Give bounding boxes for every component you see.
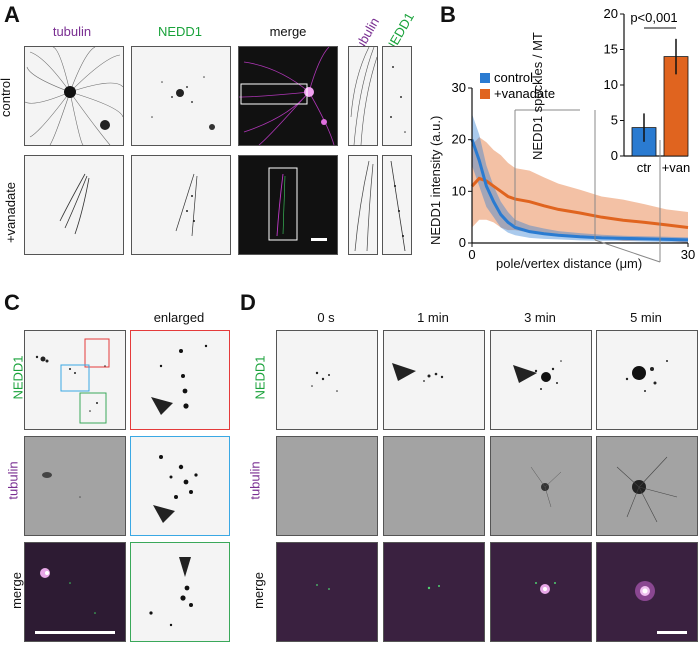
chart-b-inset-ylabel: NEDD1 speckles / MT	[530, 32, 545, 160]
c-row-label-tubulin: tubulin	[5, 461, 21, 500]
chart-b-ylabel: NEDD1 intensity (a.u.)	[428, 115, 443, 245]
image-c-enlarged-blue	[130, 436, 230, 536]
image-d-nedd1-3min	[490, 330, 592, 430]
image-d-nedd1-0s	[276, 330, 378, 430]
image-d-nedd1-5min	[596, 330, 698, 430]
image-a-nedd1-vanadate	[131, 155, 231, 255]
chart-b-main: 0 10 20 30 0 30 control+vanadate	[452, 70, 696, 262]
inset-ytick-label: 20	[604, 6, 618, 21]
image-d-merge-5min	[596, 542, 698, 642]
col-title-merge: merge	[269, 24, 307, 39]
panel-c-header: enlarged	[153, 310, 205, 325]
d-time-1: 1 min	[417, 310, 449, 325]
col-title-nedd1: NEDD1	[157, 24, 203, 39]
image-a-merge-vanadate	[238, 155, 338, 255]
line-control	[470, 139, 689, 242]
legend-label-vanadate: +vanadate	[494, 86, 555, 101]
line-vanadate	[470, 176, 689, 229]
d-row-label-tubulin: tubulin	[247, 461, 263, 500]
row-label-control: control	[0, 77, 14, 118]
chart-b-ytick-label: 20	[452, 132, 466, 147]
image-a-enlarged-nedd1-vanadate	[382, 155, 412, 255]
inset-pvalue: p<0,001	[630, 10, 677, 25]
image-d-merge-1min	[383, 542, 485, 642]
image-a-enlarged-tubulin-vanadate	[348, 155, 378, 255]
d-row-label-merge: merge	[250, 572, 266, 609]
chart-b-inset: 0 5 10 15 20 ctr +van p<0,001	[592, 2, 690, 175]
d-time-0: 0 s	[317, 310, 335, 325]
chart-b-xtick-label: 0	[468, 247, 475, 262]
chart-b-xtick-label: 30	[681, 247, 695, 262]
c-row-label-merge: merge	[8, 572, 24, 609]
image-a-tubulin-vanadate	[24, 155, 124, 255]
image-a-enlarged-tubulin-control	[348, 46, 378, 146]
chart-b: 0 10 20 30 0 30 control+vanadate 0 5 10 15 20 ctr +v…	[452, 2, 696, 263]
legend-swatch-vanadate	[480, 89, 490, 99]
d-time-3: 3 min	[524, 310, 556, 325]
panel-label-b: B	[440, 2, 456, 27]
row-label-vanadate: +vanadate	[3, 181, 19, 244]
image-d-tubulin-0s	[276, 436, 378, 536]
image-c-enlarged-red	[130, 330, 230, 430]
image-a-enlarged-nedd1-control	[382, 46, 412, 146]
chart-b-callout-lines	[514, 109, 661, 263]
image-c-merge	[24, 542, 126, 642]
chart-b-xlabel: pole/vertex distance (μm)	[496, 256, 643, 271]
chart-b-ytick-label: 0	[459, 235, 466, 250]
image-d-tubulin-5min	[596, 436, 698, 536]
inset-ytick-label: 15	[604, 42, 618, 57]
chart-b-ytick-label: 30	[452, 80, 466, 95]
chart-b-ytick-label: 10	[452, 183, 466, 198]
image-d-tubulin-3min	[490, 436, 592, 536]
image-a-merge-control	[238, 46, 338, 146]
d-time-5: 5 min	[630, 310, 662, 325]
legend-swatch-control	[480, 73, 490, 83]
inset-ytick-label: 10	[604, 77, 618, 92]
image-a-nedd1-control	[131, 46, 231, 146]
callout-line	[594, 239, 661, 263]
inset-xtick-label: ctr	[637, 160, 652, 175]
image-d-merge-3min	[490, 542, 592, 642]
image-c-tubulin	[24, 436, 126, 536]
panel-label-a: A	[4, 2, 20, 27]
panel-label-c: C	[4, 290, 20, 315]
inset-xtick-label: +van	[662, 160, 691, 175]
image-a-tubulin-control	[24, 46, 124, 146]
panel-label-d: D	[240, 290, 256, 315]
image-c-enlarged-green	[130, 542, 230, 642]
image-d-merge-0s	[276, 542, 378, 642]
inset-ytick-label: 0	[611, 148, 618, 163]
band-vanadate	[472, 137, 688, 243]
d-row-label-nedd1: NEDD1	[252, 355, 268, 400]
image-d-tubulin-1min	[383, 436, 485, 536]
image-d-nedd1-1min	[383, 330, 485, 430]
legend-label-control: control	[494, 70, 533, 85]
inset-ytick-label: 5	[611, 113, 618, 128]
image-c-nedd1	[24, 330, 126, 430]
col-title-tubulin: tubulin	[52, 24, 92, 39]
